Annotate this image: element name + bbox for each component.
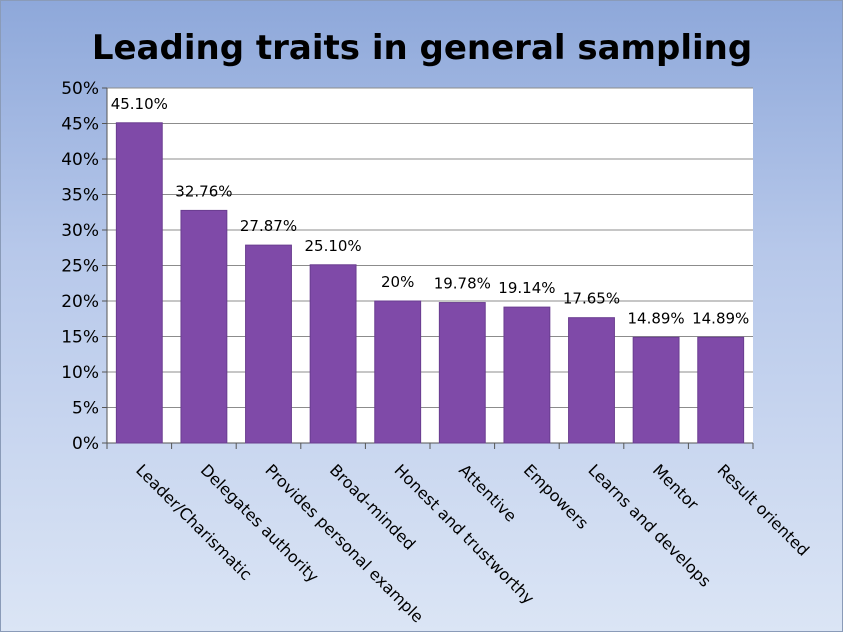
y-tick-label: 10% <box>61 363 99 383</box>
bar <box>374 300 422 444</box>
y-tick-label: 20% <box>61 292 99 312</box>
category-label: Mentor <box>649 460 703 514</box>
bar <box>503 306 551 444</box>
bars <box>115 122 745 444</box>
y-tick-label: 30% <box>61 221 99 241</box>
y-tick-label: 25% <box>61 257 99 277</box>
y-tick-label: 50% <box>61 79 99 99</box>
y-axis: 0% 5% 10% 15% 20% 25% 30% 35% 40% 45% 50% <box>61 79 108 454</box>
data-labels: 45.10% 32.76% 27.87% 25.10% 20% 19.78% 19.14% 1… <box>111 95 750 327</box>
bar <box>632 336 680 444</box>
data-label: 45.10% <box>111 95 168 113</box>
category-label: Empowers <box>520 460 592 532</box>
category-label: Attentive <box>455 460 520 525</box>
y-tick-label: 45% <box>61 115 99 135</box>
category-label: Learns and develops <box>584 460 714 590</box>
data-label: 14.89% <box>627 309 684 327</box>
y-tick-label: 40% <box>61 150 99 170</box>
category-label: Result oriented <box>714 460 813 559</box>
data-label: 19.14% <box>498 279 555 297</box>
data-label: 25.10% <box>304 237 361 255</box>
chart-title: Leading traits in general sampling <box>92 28 752 68</box>
category-label: Delegates authority <box>197 460 323 586</box>
y-tick-label: 5% <box>72 399 99 419</box>
y-tick-label: 35% <box>61 186 99 206</box>
data-label: 32.76% <box>175 182 232 200</box>
y-tick-label: 15% <box>61 328 99 348</box>
bar <box>438 302 486 444</box>
bar <box>309 264 357 444</box>
bar <box>697 336 745 444</box>
data-label: 14.89% <box>692 309 749 327</box>
bar <box>115 122 163 444</box>
bar <box>180 209 228 444</box>
data-label: 27.87% <box>240 217 297 235</box>
bar <box>568 317 615 444</box>
data-label: 19.78% <box>434 275 491 293</box>
data-label: 20% <box>381 273 414 291</box>
category-label: Leader/Charismatic <box>132 460 255 583</box>
data-label: 17.65% <box>563 290 620 308</box>
y-tick-label: 0% <box>72 434 99 454</box>
bar <box>245 244 292 444</box>
